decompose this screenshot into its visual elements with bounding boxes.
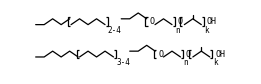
Text: k: k [204, 26, 209, 35]
Text: O: O [186, 50, 191, 59]
Text: OH: OH [215, 50, 225, 59]
Text: n: n [183, 58, 188, 67]
Text: O: O [150, 17, 155, 26]
Text: O: O [158, 50, 163, 59]
Text: OH: OH [207, 17, 217, 26]
Text: k: k [213, 58, 217, 67]
Text: 3-4: 3-4 [116, 58, 130, 67]
Text: 2-4: 2-4 [108, 26, 122, 35]
Text: O: O [177, 17, 182, 26]
Text: n: n [175, 26, 180, 35]
